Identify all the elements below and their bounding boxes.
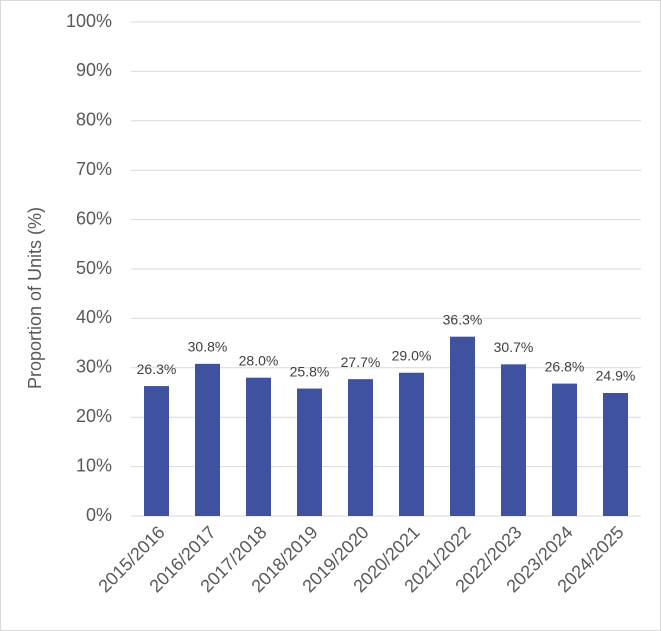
data-label: 29.0% bbox=[392, 347, 432, 363]
bar bbox=[450, 336, 475, 516]
data-label: 28.0% bbox=[239, 352, 279, 368]
y-tick-label: 50% bbox=[76, 258, 112, 278]
bar bbox=[348, 379, 373, 516]
y-tick-label: 90% bbox=[76, 60, 112, 80]
y-tick-label: 60% bbox=[76, 208, 112, 228]
y-axis-label: Proportion of Units (%) bbox=[25, 207, 45, 389]
data-label: 25.8% bbox=[290, 363, 330, 379]
data-label: 27.7% bbox=[341, 354, 381, 370]
bar bbox=[246, 377, 271, 516]
bar bbox=[144, 386, 169, 516]
bar bbox=[501, 364, 526, 516]
bar bbox=[195, 363, 220, 516]
y-tick-label: 80% bbox=[76, 110, 112, 130]
data-label: 26.3% bbox=[137, 361, 177, 377]
data-label: 24.9% bbox=[596, 368, 636, 384]
bar bbox=[399, 372, 424, 516]
bar bbox=[297, 388, 322, 516]
data-label: 26.8% bbox=[545, 358, 585, 374]
data-label: 30.8% bbox=[188, 339, 228, 355]
y-tick-label: 70% bbox=[76, 159, 112, 179]
bar bbox=[552, 383, 577, 516]
y-tick-label: 0% bbox=[86, 505, 112, 525]
data-label: 36.3% bbox=[443, 311, 483, 327]
y-tick-label: 30% bbox=[76, 357, 112, 377]
y-tick-label: 100% bbox=[66, 11, 112, 31]
y-tick-label: 20% bbox=[76, 406, 112, 426]
data-label: 30.7% bbox=[494, 339, 534, 355]
bar bbox=[603, 392, 628, 516]
y-tick-label: 40% bbox=[76, 307, 112, 327]
y-tick-label: 10% bbox=[76, 455, 112, 475]
